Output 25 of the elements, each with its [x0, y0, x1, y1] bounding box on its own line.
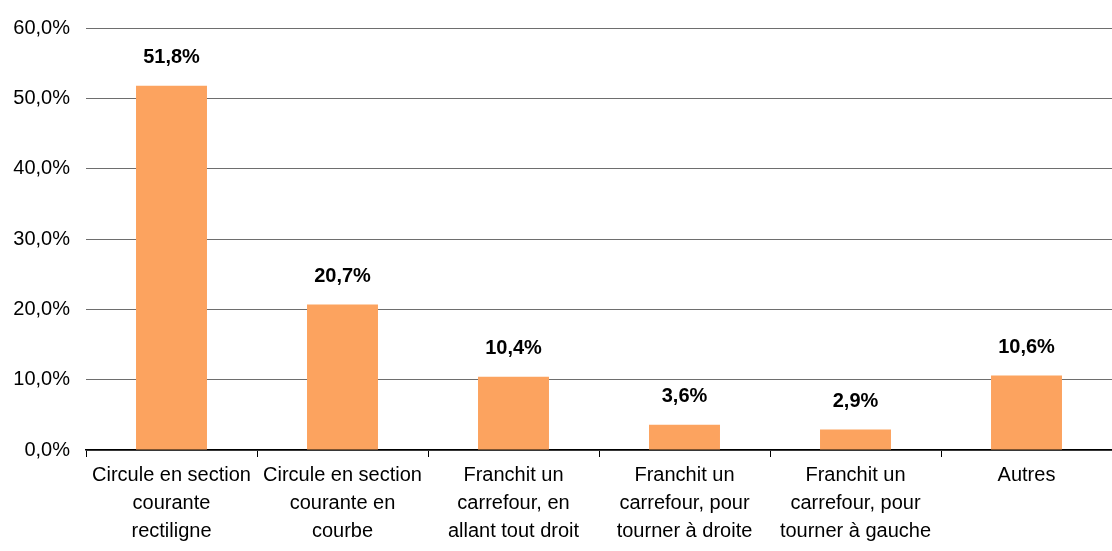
y-tick-label: 40,0%	[13, 156, 71, 179]
data-label: 3,6%	[661, 384, 708, 407]
bar	[991, 375, 1062, 450]
bar	[307, 304, 378, 450]
bar	[136, 85, 207, 450]
y-tick-label: 30,0%	[13, 226, 71, 249]
bar	[820, 429, 891, 450]
x-tick-label: Franchit un carrefour, pour tourner à gauche	[779, 463, 932, 541]
x-tick-label: Circule en section courante en courbe	[263, 463, 422, 541]
data-label: 20,7%	[314, 263, 372, 286]
x-tick-label: Franchit un carrefour, pour tourner à droite	[616, 463, 753, 541]
x-tick-label: Franchit un carrefour, en allant tout droit	[447, 463, 580, 541]
data-label: 2,9%	[832, 389, 879, 412]
y-tick-label: 0,0%	[24, 437, 71, 460]
data-label: 10,6%	[998, 334, 1056, 357]
x-tick-label: Circule en section courante rectiligne	[92, 463, 251, 541]
x-tick-label: Autres	[997, 463, 1056, 486]
data-label: 51,8%	[143, 45, 201, 68]
y-tick-label: 60,0%	[13, 15, 71, 38]
y-tick-label: 20,0%	[13, 296, 71, 319]
bar	[649, 424, 720, 450]
bar	[478, 376, 549, 450]
data-label: 10,4%	[485, 336, 543, 359]
y-tick-label: 50,0%	[13, 85, 71, 108]
y-tick-label: 10,0%	[13, 367, 71, 390]
